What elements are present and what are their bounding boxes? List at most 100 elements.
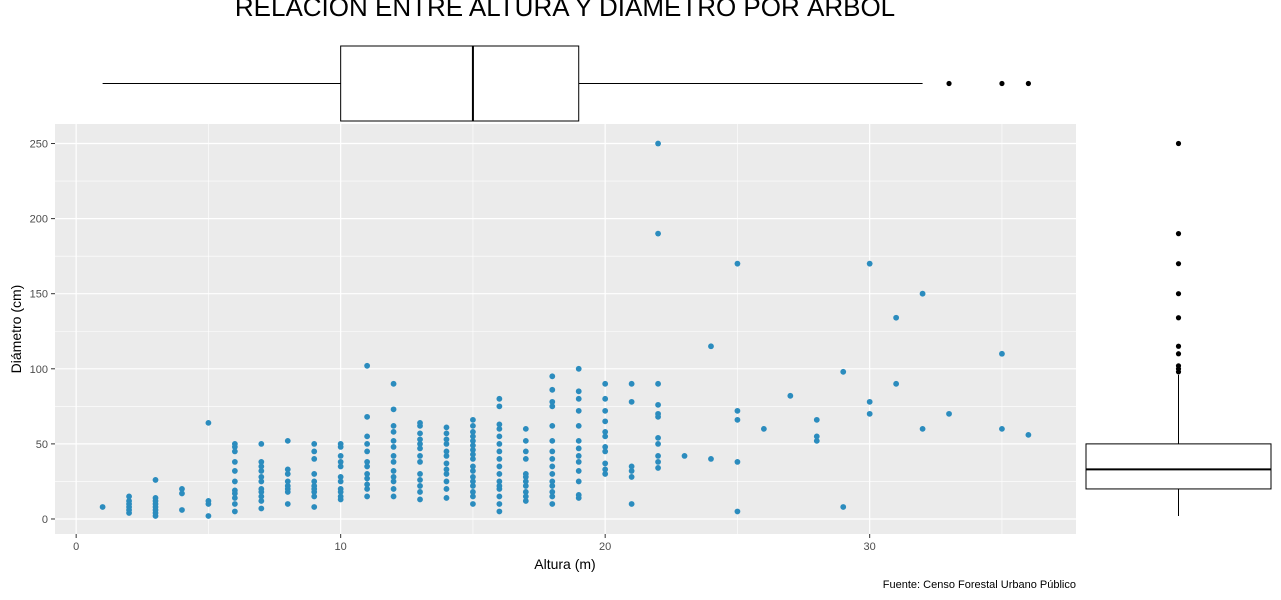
scatter-point xyxy=(417,445,423,452)
scatter-point xyxy=(231,468,238,474)
scatter-point xyxy=(470,489,476,495)
scatter-point xyxy=(258,474,265,480)
scatter-point xyxy=(311,483,318,489)
scatter-point xyxy=(417,483,423,489)
scatter-point xyxy=(470,463,476,470)
chart-title: RELACIÓN ENTRE ALTURA Y DIÁMETRO POR ÁRB… xyxy=(235,0,895,22)
x-tick-label: 20 xyxy=(599,541,611,553)
scatter-point xyxy=(655,459,661,465)
scatter-point xyxy=(549,478,556,485)
scatter-point xyxy=(284,478,291,485)
scatter-point xyxy=(364,481,371,488)
scatter-point xyxy=(337,463,344,470)
scatter-point xyxy=(602,428,609,435)
box-outlier xyxy=(1175,261,1182,267)
scatter-point xyxy=(734,260,741,267)
scatter-point xyxy=(337,474,344,480)
scatter-point xyxy=(496,433,503,440)
scatter-point xyxy=(152,495,159,501)
scatter-point xyxy=(655,401,661,408)
box-outlier xyxy=(999,80,1005,87)
scatter-point xyxy=(231,459,238,465)
scatter-point xyxy=(522,456,529,462)
scatter-point xyxy=(999,425,1005,432)
y-marginal-boxplot xyxy=(1085,140,1272,516)
scatter-point xyxy=(231,448,238,455)
scatter-point xyxy=(496,440,503,447)
scatter-point xyxy=(813,433,820,440)
scatter-point xyxy=(470,478,476,485)
scatter-point xyxy=(602,460,609,467)
box-outlier xyxy=(1025,80,1031,87)
scatter-point xyxy=(390,486,397,492)
scatter-point xyxy=(311,456,318,462)
grid-lines xyxy=(55,124,1076,534)
scatter-point xyxy=(231,495,238,501)
scatter-point xyxy=(337,493,344,500)
scatter-point xyxy=(311,504,318,510)
scatter-point xyxy=(311,493,318,500)
scatter-point xyxy=(866,260,873,267)
scatter-point xyxy=(284,483,291,489)
box-outlier xyxy=(1175,291,1182,297)
scatter-point xyxy=(522,483,529,489)
scatter-point xyxy=(258,493,265,500)
scatter-point xyxy=(470,442,476,449)
scatter-point xyxy=(417,430,423,437)
scatter-point xyxy=(364,459,371,465)
scatter-point xyxy=(496,456,503,462)
scatter-point xyxy=(575,492,582,498)
scatter-point xyxy=(946,410,952,417)
scatter-point xyxy=(390,468,397,474)
scatter-point xyxy=(522,425,529,432)
scatter-point xyxy=(470,493,476,500)
scatter-point xyxy=(443,471,450,477)
scatter-point xyxy=(470,483,476,489)
scatter-point xyxy=(205,419,212,426)
scatter-point xyxy=(390,380,397,387)
scatter-point xyxy=(522,478,529,485)
scatter-point xyxy=(126,498,132,504)
scatter-point xyxy=(417,440,423,447)
scatter-point xyxy=(496,403,503,410)
scatter-point xyxy=(549,463,556,470)
scatter-point xyxy=(575,459,582,465)
scatter-point xyxy=(284,437,291,444)
scatter-point xyxy=(919,425,926,432)
scatter-point xyxy=(549,422,556,429)
scatter-point xyxy=(470,416,476,423)
scatter-point xyxy=(364,433,371,440)
scatter-point xyxy=(364,440,371,447)
scatter-point xyxy=(231,501,238,507)
scatter-point xyxy=(575,388,582,395)
scatter-point xyxy=(628,398,635,405)
scatter-point xyxy=(417,496,423,503)
scatter-point xyxy=(417,471,423,477)
scatter-point xyxy=(734,407,741,414)
scatter-point xyxy=(390,443,397,450)
scatter-point xyxy=(496,425,503,432)
scatter-point xyxy=(417,459,423,465)
scatter-point xyxy=(284,471,291,477)
scatter-point xyxy=(628,474,635,480)
scatter-point xyxy=(470,456,476,462)
scatter-point xyxy=(443,436,450,443)
y-axis-title: Diámetro (cm) xyxy=(8,285,24,374)
scatter-point xyxy=(417,489,423,495)
scatter-point xyxy=(999,350,1005,357)
scatter-point xyxy=(496,508,503,515)
scatter-point xyxy=(443,453,450,459)
box-outlier xyxy=(1175,140,1182,147)
scatter-point xyxy=(708,456,714,462)
scatter-point xyxy=(575,478,582,485)
scatter-point xyxy=(443,486,450,492)
scatter-point xyxy=(813,437,820,444)
scatter-point xyxy=(337,453,344,459)
scatter-point xyxy=(602,466,609,473)
scatter-point xyxy=(337,459,344,465)
x-tick-label: 0 xyxy=(73,541,79,553)
x-tick-label: 30 xyxy=(864,541,876,553)
scatter-point xyxy=(549,501,556,507)
scatter-point xyxy=(549,489,556,495)
